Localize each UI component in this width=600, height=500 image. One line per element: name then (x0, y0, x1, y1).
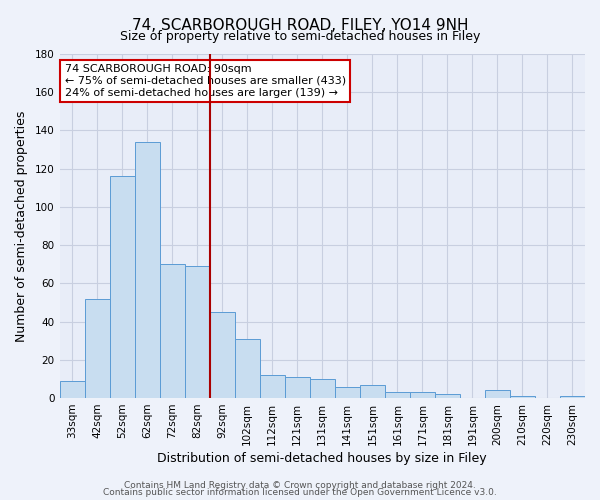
Text: 74, SCARBOROUGH ROAD, FILEY, YO14 9NH: 74, SCARBOROUGH ROAD, FILEY, YO14 9NH (132, 18, 468, 32)
Text: Contains public sector information licensed under the Open Government Licence v3: Contains public sector information licen… (103, 488, 497, 497)
Bar (310, 379, 335, 398)
Bar (360, 384, 385, 398)
Y-axis label: Number of semi-detached properties: Number of semi-detached properties (15, 110, 28, 342)
Bar (209, 312, 235, 398)
Bar (85, 298, 110, 398)
Bar (510, 396, 535, 398)
Bar (285, 377, 310, 398)
Bar (59, 381, 85, 398)
X-axis label: Distribution of semi-detached houses by size in Filey: Distribution of semi-detached houses by … (157, 452, 487, 465)
Text: Contains HM Land Registry data © Crown copyright and database right 2024.: Contains HM Land Registry data © Crown c… (124, 480, 476, 490)
Text: Size of property relative to semi-detached houses in Filey: Size of property relative to semi-detach… (120, 30, 480, 43)
Bar (485, 390, 510, 398)
Bar (134, 142, 160, 398)
Bar (560, 396, 585, 398)
Bar (110, 176, 134, 398)
Bar (435, 394, 460, 398)
Bar (410, 392, 435, 398)
Bar (385, 392, 410, 398)
Text: 74 SCARBOROUGH ROAD: 90sqm
← 75% of semi-detached houses are smaller (433)
24% o: 74 SCARBOROUGH ROAD: 90sqm ← 75% of semi… (65, 64, 346, 98)
Bar (185, 266, 209, 398)
Bar (160, 264, 185, 398)
Bar (260, 375, 285, 398)
Bar (335, 386, 360, 398)
Bar (235, 339, 260, 398)
